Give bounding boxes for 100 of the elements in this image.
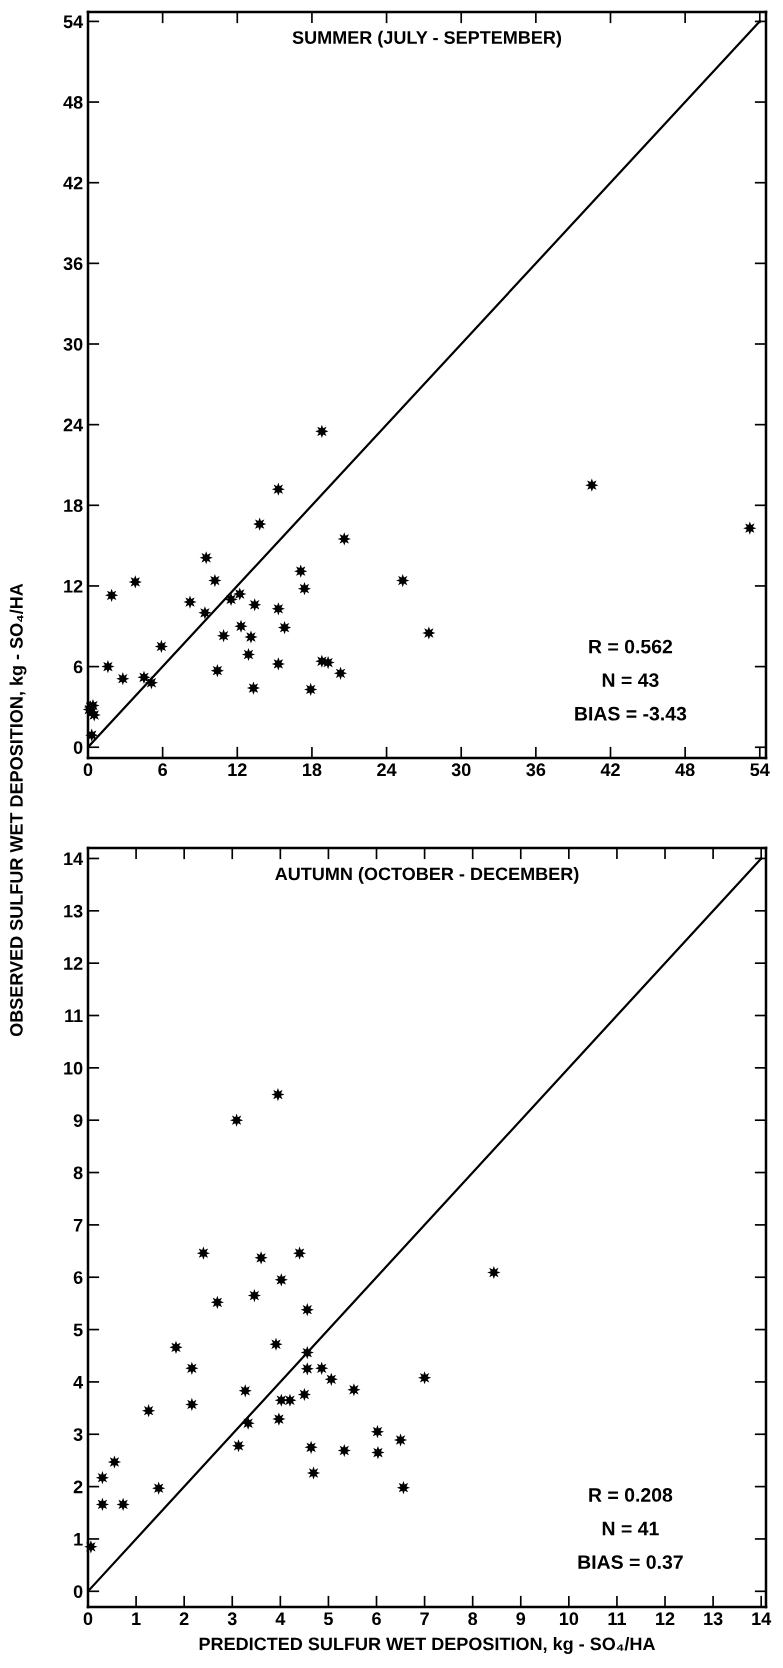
point <box>233 587 247 601</box>
point <box>306 1466 321 1480</box>
point <box>95 1471 110 1485</box>
point <box>324 1372 338 1386</box>
x-tick-label: 42 <box>600 763 620 776</box>
point <box>248 598 262 612</box>
point <box>743 521 757 535</box>
point <box>337 1443 351 1458</box>
point <box>231 1439 246 1453</box>
point <box>422 626 436 640</box>
point <box>347 1383 361 1397</box>
point <box>230 1113 244 1127</box>
point <box>183 595 197 609</box>
text: AUTUMN (OCTOBER - DECEMBER) <box>275 866 579 884</box>
point <box>274 1393 288 1407</box>
point <box>254 1251 268 1265</box>
point <box>95 1497 110 1511</box>
point <box>224 592 238 606</box>
y-tick-label: 2 <box>73 1480 83 1494</box>
point <box>199 551 213 565</box>
point <box>300 1346 314 1360</box>
point <box>418 1371 432 1385</box>
point <box>271 482 285 496</box>
point <box>244 630 258 644</box>
point <box>152 1481 166 1495</box>
point <box>274 1273 288 1287</box>
point <box>101 660 115 674</box>
point <box>315 424 329 438</box>
x-tick-label: 5 <box>323 1612 333 1626</box>
annotation: BIAS = 0.37 <box>578 1555 683 1570</box>
point <box>144 676 159 690</box>
y-tick-label: 13 <box>64 904 83 918</box>
y-tick-label: 7 <box>73 1219 83 1232</box>
point <box>277 621 292 635</box>
annotation: R = 0.208 <box>589 1488 673 1502</box>
annotation: N = 41 <box>602 1521 659 1536</box>
x-tick-label: 18 <box>303 763 322 777</box>
point <box>84 1540 98 1554</box>
x-tick-label: 2 <box>179 1612 189 1625</box>
x-axis-title: PREDICTED SULFUR WET DEPOSITION, kg - SO₄/HA <box>199 1637 656 1654</box>
x-tick-label: 12 <box>656 1612 675 1625</box>
point <box>234 619 248 633</box>
point <box>272 1412 286 1426</box>
y-tick-label: 5 <box>73 1323 83 1337</box>
point <box>300 1303 314 1317</box>
y-tick-label: 1 <box>74 1533 83 1546</box>
x-tick-label: 48 <box>675 763 695 777</box>
point <box>217 629 231 643</box>
point <box>300 1362 314 1376</box>
y-tick-label: 6 <box>73 660 83 674</box>
y-tick-label: 12 <box>64 579 83 593</box>
point <box>271 657 285 671</box>
y-tick-label: 3 <box>73 1428 83 1442</box>
y-tick-label: 11 <box>65 1009 83 1023</box>
x-tick-label: 4 <box>275 1612 286 1625</box>
x-tick-label: 24 <box>377 763 397 776</box>
point <box>241 647 256 662</box>
x-tick-label: 6 <box>158 763 168 777</box>
x-tick-label: 0 <box>83 1612 93 1626</box>
x-tick-label: 12 <box>228 763 247 776</box>
point <box>271 602 285 616</box>
y-tick-label: 42 <box>63 176 83 190</box>
y-tick-label: 12 <box>64 957 83 970</box>
point <box>396 1481 411 1495</box>
point <box>321 655 335 670</box>
point <box>107 1455 122 1469</box>
point <box>169 1340 183 1354</box>
point <box>585 478 599 492</box>
point <box>304 1440 318 1454</box>
point <box>246 681 261 695</box>
point <box>238 1384 252 1398</box>
y-axis-title: OBSERVED SULFUR WET DEPOSITION, kg - SO₄/HA <box>9 583 27 1037</box>
point <box>137 670 151 684</box>
x-tick-label: 8 <box>468 1612 478 1626</box>
point <box>371 1446 385 1460</box>
point <box>116 1497 130 1511</box>
y-tick-label: 0 <box>73 741 83 754</box>
point <box>185 1397 199 1412</box>
point <box>297 582 312 596</box>
x-tick-label: 9 <box>516 1612 526 1626</box>
point <box>271 1087 285 1102</box>
point <box>196 1246 210 1260</box>
x-tick-label: 7 <box>420 1612 429 1625</box>
x-tick-label: 14 <box>752 1612 772 1625</box>
x-tick-label: 0 <box>83 763 93 777</box>
y-tick-label: 6 <box>73 1271 83 1284</box>
y-tick-label: 14 <box>64 852 84 866</box>
x-tick-label: 1 <box>132 1612 141 1625</box>
point <box>154 639 168 654</box>
point <box>304 682 318 697</box>
point <box>198 606 212 620</box>
annotation: BIAS = -3.43 <box>575 706 687 721</box>
y-tick-label: 10 <box>64 1061 83 1075</box>
point <box>241 1416 255 1430</box>
point <box>210 664 224 678</box>
point <box>487 1265 501 1280</box>
point <box>283 1393 297 1407</box>
y-tick-label: 9 <box>73 1114 83 1127</box>
point <box>208 573 222 588</box>
y-tick-label: 8 <box>73 1166 83 1180</box>
